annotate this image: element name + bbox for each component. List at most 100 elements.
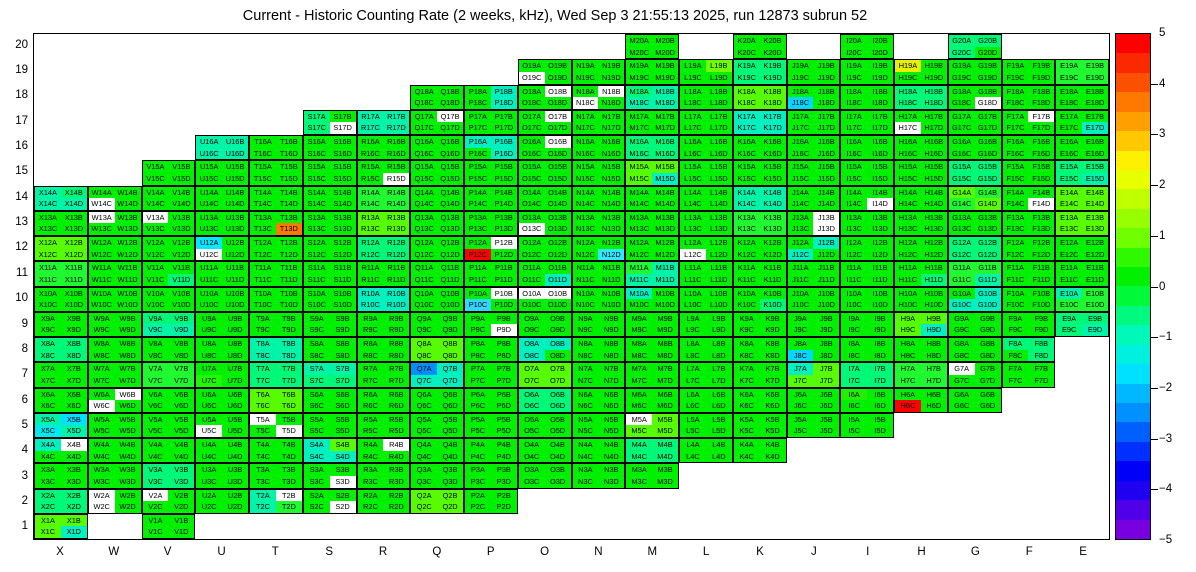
colorbar-swatch-11 [1116,247,1150,268]
cell-W3A: W3A [88,464,115,476]
diblock-empty-E2 [1055,488,1109,514]
cell-J5B: J5B [813,413,840,426]
cell-J11D: J11D [813,273,840,286]
cell-T16C: T16C [250,147,276,160]
cell-L8D: L8D [705,349,732,362]
cell-X3C: X3C [35,475,61,488]
cell-V4C: V4C [142,450,169,463]
y-tick-9: 9 [21,317,28,330]
cell-R16A: R16A [357,136,384,148]
cell-G19C: G19C [948,71,975,84]
cell-I16D: I16D [867,147,893,160]
cell-W8C: W8C [88,349,115,362]
diblock-Q15: Q15A Q15B Q15C Q15D [410,160,464,186]
cell-X14D: X14D [60,198,87,210]
cell-N11D: N11D [598,273,625,286]
cell-F15B: F15B [1028,161,1055,173]
diblock-empty-H2 [894,488,948,514]
cell-K19B: K19B [759,60,786,72]
colorbar-tick-0: 0 [1159,280,1166,293]
diblock-P16: P16A P16B P16C P16D [464,135,518,161]
cell-O14C: O14C [518,198,545,210]
cell-X14A: X14A [35,186,61,199]
diblock-V6: V6A V6B V6C V6D [141,387,196,413]
cell-P4B: P4B [490,439,517,451]
cell-V2D: V2D [168,501,195,513]
cell-S5A: S5A [303,413,330,426]
cell-I11C: I11C [841,273,868,286]
cell-M6C: M6C [626,400,653,412]
diblock-M16: M16A M16B M16C M16D [625,135,679,161]
diblock-M20: M20A M20B M20C M20D [625,34,679,60]
diblock-Q5: Q5A Q5B Q5C Q5D [410,412,464,438]
cell-P8B: P8B [490,338,517,350]
diblock-K13: K13A K13B K13C K13D [732,210,787,236]
cell-R7D: R7D [383,374,410,387]
cell-P11A: P11A [465,262,491,274]
cell-P2D: P2D [490,501,517,513]
cell-K6B: K6B [759,388,786,401]
diblock-K17: K17A K17B K17C K17D [732,109,787,135]
cell-U14C: U14C [196,198,223,210]
diblock-M6: M6A M6B M6C M6D [625,387,679,413]
diblock-G14: G14A G14B G14C G14D [947,185,1002,211]
diblock-U12: U12A U12B U12C U12D [195,236,249,262]
diblock-empty-X15 [34,160,88,186]
cell-J7C: J7C [787,374,814,387]
cell-G10B: G10B [974,287,1001,300]
cell-S12D: S12D [329,248,356,261]
cell-P2B: P2B [490,489,517,502]
diblock-U16: U16A U16B U16C U16D [195,135,249,161]
cell-U4A: U4A [196,439,223,451]
cell-S11C: S11C [303,273,330,286]
cell-K13B: K13B [759,211,786,224]
y-tick-11: 11 [16,266,28,279]
diblock-T7: T7A T7B T7C T7D [249,362,303,388]
cell-Q12D: Q12D [437,248,463,261]
cell-S6D: S6D [329,400,356,412]
cell-U14B: U14B [222,186,248,199]
cell-O19A: O19A [518,60,545,72]
cell-G11D: G11D [974,273,1001,286]
x-tick-O: O [540,546,550,558]
cell-R14C: R14C [357,198,384,210]
cell-Q17A: Q17A [411,110,438,123]
cell-W9A: W9A [88,312,115,325]
cell-H17A: H17A [895,110,921,123]
cell-G20D: G20D [974,46,1001,59]
cell-I9B: I9B [867,312,893,325]
cell-X8A: X8A [35,338,61,350]
cell-N19C: N19C [572,71,599,84]
diblock-R11: R11A R11B R11C R11D [356,261,411,287]
colorbar-swatch-3 [1116,92,1150,112]
cell-G19D: G19D [974,71,1001,84]
cell-F13D: F13D [1028,223,1055,235]
cell-M13C: M13C [626,223,653,235]
cell-H9B: H9B [920,312,947,325]
cell-I18D: I18D [867,97,893,109]
diblock-P15: P15A P15B P15C P15D [464,160,518,186]
cell-G16A: G16A [948,136,975,148]
x-tick-U: U [217,546,226,558]
diblock-Q8: Q8A Q8B Q8C Q8D [410,337,464,363]
cell-S11D: S11D [329,273,356,286]
cell-H19D: H19D [920,71,947,84]
cell-U11C: U11C [196,273,223,286]
diblock-empty-E3 [1055,463,1109,489]
diblock-F16: F16A F16B F16C F16D [1001,135,1056,161]
cell-M15B: M15B [652,161,678,173]
diblock-empty-W15 [87,160,142,186]
cell-F17A: F17A [1002,110,1029,123]
cell-S11A: S11A [303,262,330,274]
cell-H13B: H13B [920,211,947,224]
colorbar-tick--2: −2 [1159,381,1173,394]
diblock-R2: R2A R2B R2C R2D [356,488,411,514]
diblock-L8: L8A L8B L8C L8D [679,337,733,363]
cell-L17B: L17B [705,110,732,123]
cell-O11D: O11D [544,273,571,286]
cell-I17D: I17D [867,122,893,134]
diblock-empty-F1 [1001,513,1056,539]
cell-T4A: T4A [250,439,276,451]
diblock-Q13: Q13A Q13B Q13C Q13D [410,210,464,236]
cell-J7D: J7D [813,374,840,387]
